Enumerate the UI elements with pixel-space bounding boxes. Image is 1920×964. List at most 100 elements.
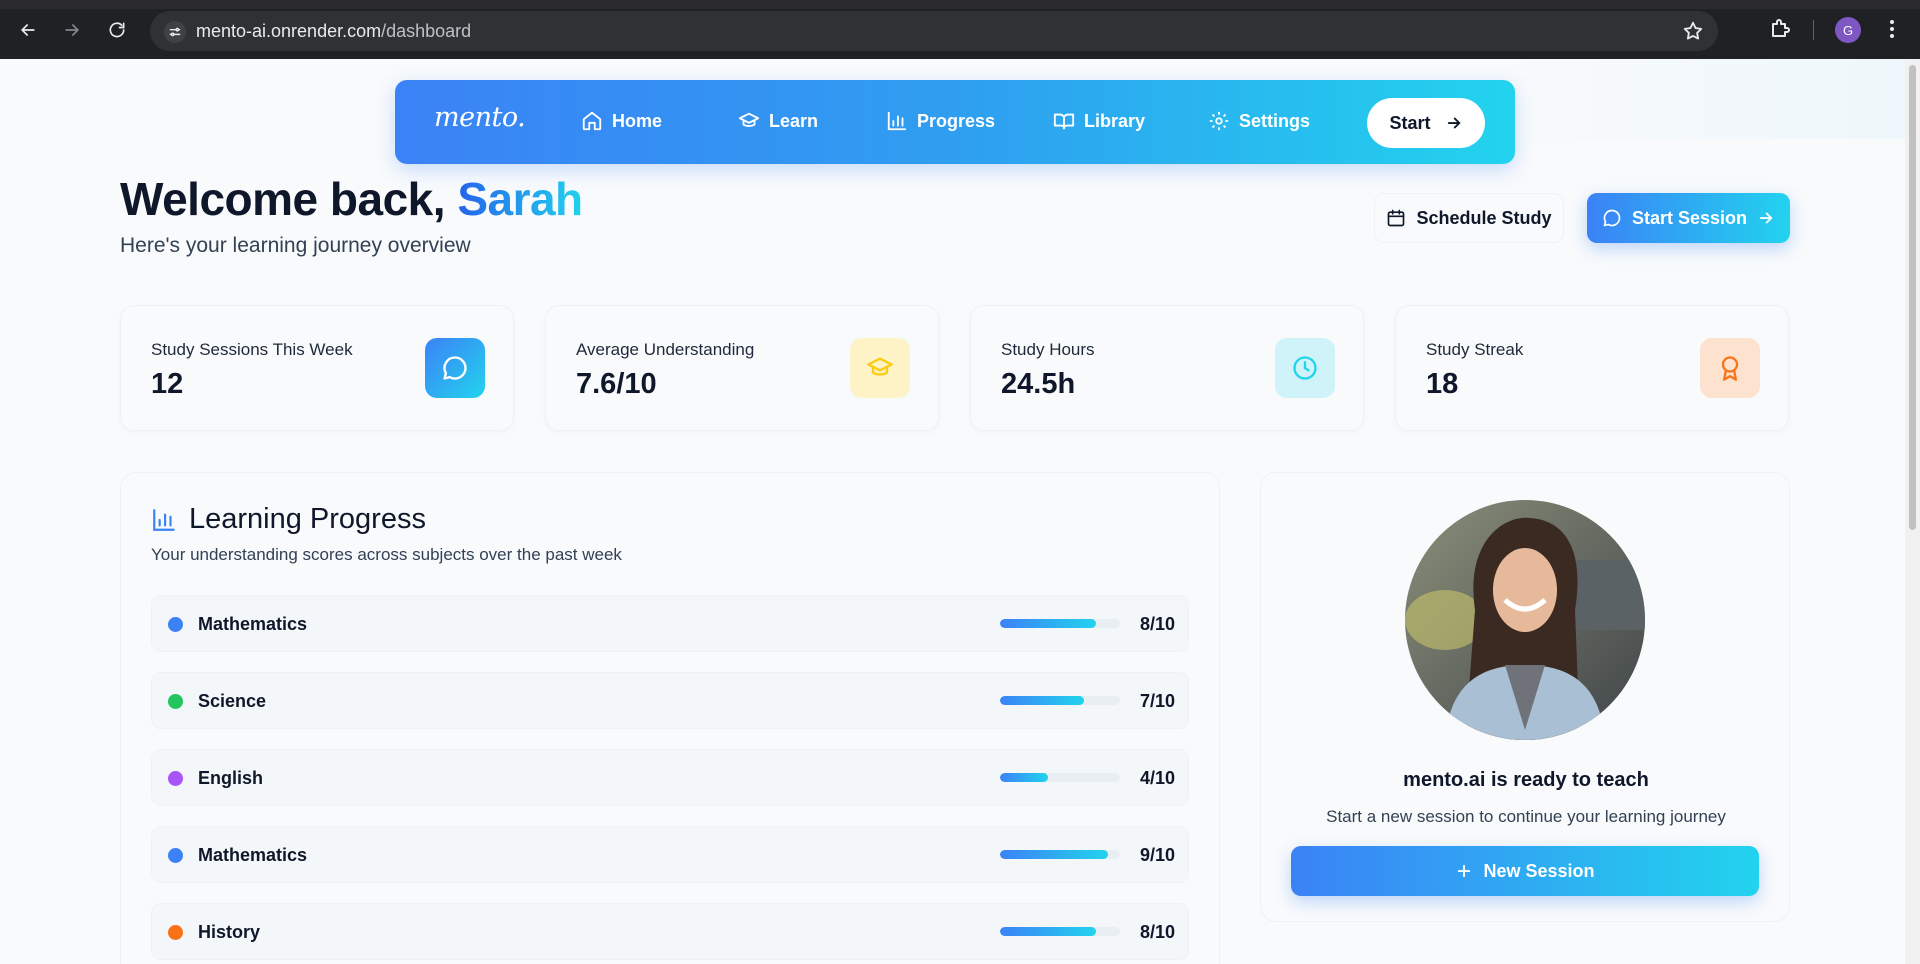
reload-icon[interactable]	[104, 17, 130, 43]
bar-chart-icon	[887, 111, 907, 131]
subject-color-dot	[168, 617, 183, 632]
stat-card-sessions: Study Sessions This Week 12	[120, 305, 514, 431]
stat-card-understanding: Average Understanding 7.6/10	[545, 305, 939, 431]
url-text: mento-ai.onrender.com/dashboard	[196, 21, 471, 42]
stat-value: 7.6/10	[576, 368, 657, 400]
stat-label: Study Sessions This Week	[151, 340, 353, 359]
progress-bar	[1000, 619, 1120, 628]
url-path: /dashboard	[381, 21, 472, 41]
start-session-button[interactable]: Start Session	[1587, 193, 1790, 243]
scrollbar-thumb[interactable]	[1909, 65, 1916, 530]
back-icon[interactable]	[15, 17, 41, 43]
panel-subtitle: Your understanding scores across subject…	[151, 545, 622, 564]
subject-score: 4/10	[1140, 768, 1176, 788]
more-options-icon[interactable]	[1880, 17, 1904, 46]
address-bar[interactable]: mento-ai.onrender.com/dashboard	[150, 11, 1718, 51]
progress-bar-fill	[1000, 927, 1096, 936]
stat-label: Average Understanding	[576, 340, 755, 359]
schedule-study-label: Schedule Study	[1416, 207, 1552, 228]
subject-row[interactable]: Mathematics 9/10	[151, 826, 1189, 883]
logo[interactable]: mento.	[434, 102, 526, 133]
clock-icon	[1275, 338, 1335, 398]
subject-name: Mathematics	[198, 845, 308, 865]
arrow-right-icon	[1447, 117, 1461, 129]
nav-item-label: Settings	[1239, 110, 1311, 131]
tutor-subtitle: Start a new session to continue your lea…	[1326, 807, 1726, 826]
stat-value: 18	[1426, 368, 1459, 400]
tab-strip	[0, 0, 1920, 9]
nav-item-home[interactable]: Home	[581, 110, 662, 132]
new-session-label: New Session	[1483, 860, 1595, 881]
start-session-label: Start Session	[1631, 207, 1748, 228]
stat-card-streak: Study Streak 18	[1395, 305, 1789, 431]
graduation-cap-icon	[850, 338, 910, 398]
nav-item-label: Progress	[917, 110, 996, 131]
progress-bar	[1000, 773, 1120, 782]
page-title: Welcome back, Sarah	[120, 172, 583, 226]
progress-bar	[1000, 927, 1120, 936]
arrow-right-icon	[1759, 212, 1773, 224]
home-icon	[582, 111, 602, 131]
browser-toolbar: mento-ai.onrender.com/dashboard G	[0, 0, 1920, 59]
dashboard-page: mento. Home Learn Progress Library Setti…	[0, 59, 1905, 964]
nav-item-label: Library	[1084, 110, 1146, 131]
extensions-icon[interactable]	[1768, 17, 1792, 46]
nav-item-library[interactable]: Library	[1053, 110, 1145, 132]
toolbar-divider	[1813, 20, 1814, 40]
subject-score: 8/10	[1140, 922, 1176, 942]
subject-score: 9/10	[1140, 845, 1176, 865]
nav-item-settings[interactable]: Settings	[1208, 110, 1310, 132]
progress-bar-fill	[1000, 696, 1084, 705]
progress-bar-fill	[1000, 773, 1048, 782]
start-button-label: Start	[1389, 112, 1431, 133]
progress-bar-fill	[1000, 850, 1108, 859]
calendar-icon	[1388, 209, 1405, 227]
tutor-title: mento.ai is ready to teach	[1403, 769, 1649, 791]
subject-color-dot	[168, 771, 183, 786]
subject-color-dot	[168, 925, 183, 940]
bar-chart-icon	[153, 508, 175, 531]
nav-item-learn[interactable]: Learn	[738, 110, 818, 132]
new-session-button[interactable]: New Session	[1291, 846, 1759, 896]
subject-name: Mathematics	[198, 614, 308, 634]
stat-label: Study Streak	[1426, 340, 1524, 359]
stat-value: 24.5h	[1001, 368, 1076, 400]
schedule-study-button[interactable]: Schedule Study	[1374, 193, 1564, 243]
stat-label: Study Hours	[1001, 340, 1095, 359]
nav-item-label: Home	[612, 110, 663, 131]
url-host: mento-ai.onrender.com	[196, 21, 382, 41]
start-button[interactable]: Start	[1367, 98, 1485, 148]
subject-name: English	[198, 768, 264, 788]
subject-color-dot	[168, 694, 183, 709]
graduation-cap-icon	[738, 112, 760, 127]
bookmark-star-icon[interactable]	[1682, 20, 1704, 47]
profile-avatar[interactable]: G	[1835, 17, 1861, 43]
nav-item-progress[interactable]: Progress	[886, 110, 995, 132]
progress-bar	[1000, 850, 1120, 859]
subject-name: History	[198, 922, 261, 942]
subject-row[interactable]: English 4/10	[151, 749, 1189, 806]
welcome-prefix: Welcome back,	[120, 173, 446, 225]
subject-row[interactable]: Science 7/10	[151, 672, 1189, 729]
subject-name: Science	[198, 691, 267, 711]
tutor-panel: mento.ai is ready to teach Start a new s…	[1260, 472, 1790, 922]
stat-card-hours: Study Hours 24.5h	[970, 305, 1364, 431]
subject-row[interactable]: Mathematics 8/10	[151, 595, 1189, 652]
nav-item-label: Learn	[769, 110, 819, 131]
subject-color-dot	[168, 848, 183, 863]
site-settings-icon[interactable]	[164, 21, 186, 43]
page-subtitle: Here's your learning journey overview	[120, 234, 471, 257]
learning-progress-panel: Learning Progress Your understanding sco…	[120, 472, 1220, 964]
forward-icon[interactable]	[59, 17, 85, 43]
subject-row[interactable]: History 8/10	[151, 903, 1189, 960]
chat-bubble-icon	[425, 338, 485, 398]
page-scrollbar[interactable]	[1905, 59, 1920, 964]
subject-score: 7/10	[1140, 691, 1176, 711]
panel-title-text: Learning Progress	[189, 503, 426, 535]
main-navbar: mento. Home Learn Progress Library Setti…	[395, 80, 1515, 164]
user-name: Sarah	[457, 173, 583, 225]
stat-value: 12	[151, 368, 184, 400]
plus-icon	[1458, 864, 1471, 878]
panel-title: Learning Progress	[151, 503, 426, 536]
tutor-avatar	[1405, 500, 1645, 740]
